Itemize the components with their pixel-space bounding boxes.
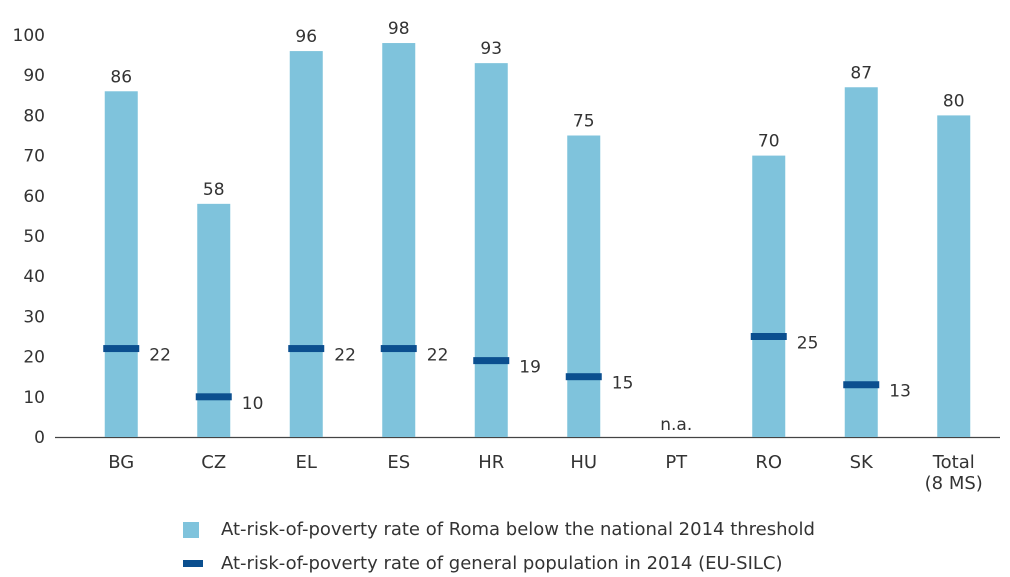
roma-value-label: 58: [203, 180, 225, 200]
roma-bar: [474, 63, 508, 437]
roma-value-label: 98: [388, 19, 410, 39]
general-population-marker: [103, 345, 140, 353]
y-tick-label: 70: [23, 147, 45, 167]
roma-value-label: 87: [850, 63, 872, 83]
y-tick-label: 100: [13, 26, 45, 46]
general-population-marker: [750, 333, 787, 340]
general-value-label: 22: [149, 346, 171, 366]
x-tick-label: HU: [570, 452, 597, 473]
x-tick-label: HR: [478, 452, 504, 473]
general-value-label: 13: [889, 382, 911, 402]
general-population-marker: [843, 381, 880, 389]
general-value-label: 22: [427, 346, 449, 366]
roma-value-label: 96: [295, 27, 317, 47]
roma-bars: [104, 43, 971, 438]
general-population-marker: [473, 357, 510, 365]
roma-bar: [752, 155, 786, 437]
y-tick-label: 50: [23, 227, 45, 247]
y-tick-label: 20: [23, 348, 45, 368]
legend-item-general: At-risk-of-poverty rate of general popul…: [183, 553, 783, 574]
roma-bar: [567, 135, 601, 437]
roma-value-label: 93: [480, 39, 502, 59]
y-tick-label: 10: [23, 388, 45, 408]
roma-bar: [289, 51, 323, 437]
y-tick-label: 40: [23, 267, 45, 287]
roma-bar: [197, 203, 231, 437]
roma-bar: [844, 87, 878, 437]
general-population-markers: [103, 333, 880, 401]
roma-bar: [937, 115, 971, 438]
x-tick-label: CZ: [201, 452, 226, 473]
roma-value-label: 80: [943, 91, 965, 111]
roma-value-label: 86: [110, 67, 132, 87]
x-tick-label: SK: [850, 452, 874, 473]
legend-item-roma: At-risk-of-poverty rate of Roma below th…: [183, 519, 815, 540]
general-population-marker: [380, 345, 417, 353]
not-available-label: n.a.: [660, 415, 692, 435]
general-value-label: 25: [797, 334, 819, 354]
x-tick-label: ES: [387, 452, 410, 473]
legend-swatch-general: [183, 560, 203, 567]
general-population-marker: [195, 393, 232, 401]
legend-swatch-roma: [183, 521, 199, 538]
y-tick-label: 0: [34, 428, 45, 448]
general-value-label: 22: [334, 346, 356, 366]
roma-value-label: 70: [758, 132, 780, 152]
x-tick-label: RO: [755, 452, 782, 473]
general-value-label: 19: [519, 358, 541, 378]
legend-label-general: At-risk-of-poverty rate of general popul…: [221, 553, 783, 574]
y-tick-label: 80: [23, 106, 45, 126]
x-axis: BG CZ EL ES HR HU PT RO SK Total (8 MS): [55, 436, 1000, 494]
x-tick-label: Total (8 MS): [925, 452, 983, 494]
y-axis: 0 10 20 30 40 50 60 70 80 90 100: [13, 26, 45, 448]
y-tick-label: 30: [23, 307, 45, 327]
x-tick-label: BG: [108, 452, 134, 473]
y-tick-label: 90: [23, 66, 45, 86]
data-labels: 86 58 96 98 93 75 70 87 80 22 10 22 22 19 15 25 13 n.a.: [110, 19, 964, 435]
y-tick-label: 60: [23, 187, 45, 207]
general-value-label: 10: [242, 394, 264, 414]
general-population-marker: [288, 345, 325, 353]
legend-label-roma: At-risk-of-poverty rate of Roma below th…: [221, 519, 815, 540]
roma-bar: [104, 91, 138, 437]
x-tick-label: PT: [665, 452, 688, 473]
general-value-label: 15: [612, 374, 634, 394]
general-population-marker: [565, 373, 602, 381]
roma-value-label: 75: [573, 112, 595, 132]
roma-bar: [382, 43, 416, 437]
x-tick-label: EL: [296, 452, 317, 473]
